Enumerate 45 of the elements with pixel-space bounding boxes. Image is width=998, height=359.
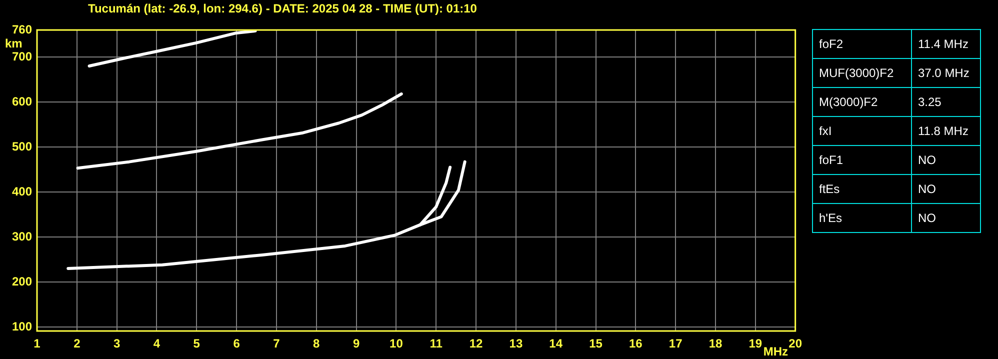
- x-tick-label: 19: [748, 336, 762, 351]
- text: M(3000)F2: [812, 88, 912, 116]
- x-tick-label: 9: [352, 336, 360, 351]
- y-tick-label: 760: [12, 22, 32, 36]
- text: MUF(3000)F2: [812, 58, 912, 88]
- text: fxI: [812, 116, 912, 146]
- text: NO: [912, 146, 980, 174]
- text: h'Es: [812, 204, 912, 232]
- y-tick-label: 600: [12, 94, 32, 108]
- y-tick-label: 200: [12, 274, 32, 288]
- x-tick-label: 18: [708, 336, 722, 351]
- x-tick-label: 6: [233, 336, 240, 351]
- x-axis-title: MHz: [763, 344, 788, 358]
- text: NO: [912, 204, 980, 232]
- x-tick-label: 20: [788, 336, 802, 351]
- x-tick-label: 4: [153, 336, 160, 351]
- x-tick-label: 15: [589, 336, 603, 351]
- text: foF1: [812, 146, 912, 174]
- x-tick-label: 8: [313, 336, 320, 351]
- text: 3.25: [912, 88, 980, 116]
- x-tick-label: 14: [549, 336, 563, 351]
- text: ftEs: [812, 174, 912, 204]
- y-tick-label: 500: [12, 139, 32, 154]
- y-axis-title: km: [5, 36, 22, 50]
- x-tick-label: 11: [430, 336, 443, 351]
- x-tick-label: 3: [113, 336, 120, 351]
- text: NO: [912, 174, 980, 204]
- x-tick-label: 17: [668, 336, 683, 351]
- x-tick-label: 1: [34, 336, 41, 351]
- x-tick-label: 2: [74, 336, 81, 351]
- text: foF2: [812, 30, 912, 58]
- text: 11.8 MHz: [912, 116, 980, 146]
- x-tick-label: 16: [629, 336, 643, 351]
- x-tick-label: 10: [390, 336, 404, 351]
- chart-title: Tucumán (lat: -26.9, lon: 294.6) - DATE: 2025 04 28 - TIME (UT): 01:10: [88, 1, 478, 16]
- text: 37.0 MHz: [912, 58, 980, 88]
- x-tick-label: 13: [509, 336, 523, 351]
- x-tick-label: 5: [193, 336, 200, 351]
- text: 11.4 MHz: [912, 30, 980, 58]
- x-tick-label: 12: [469, 336, 484, 351]
- y-tick-label: 300: [12, 229, 32, 244]
- y-tick-label: 700: [12, 49, 32, 64]
- y-tick-label: 400: [12, 184, 32, 198]
- x-tick-label: 7: [273, 336, 280, 351]
- y-tick-label: 100: [12, 319, 32, 334]
